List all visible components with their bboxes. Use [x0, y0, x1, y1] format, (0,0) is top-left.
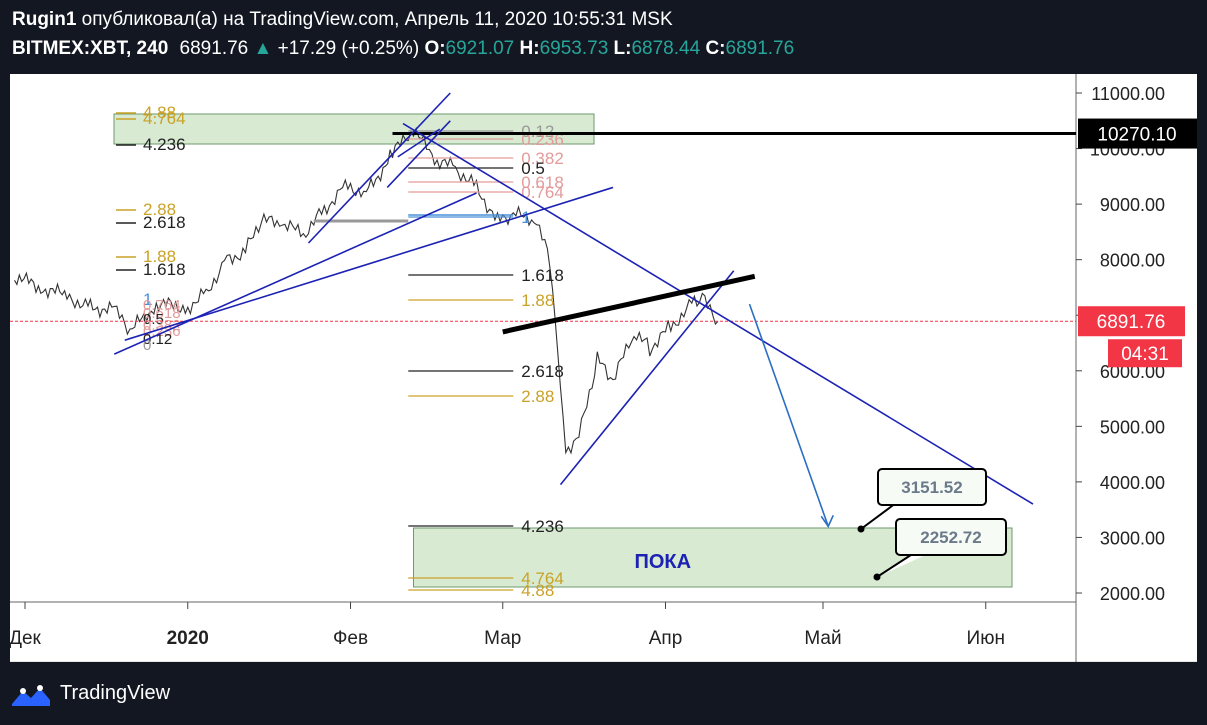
- fib-level-label: 4.236: [521, 517, 564, 536]
- price-callout-label: 3151.52: [901, 478, 962, 497]
- author-name[interactable]: Rugin1: [12, 9, 77, 30]
- x-tick-label: Апр: [649, 628, 683, 649]
- up-arrow-icon: ▲: [253, 38, 273, 59]
- fib-level-label: 0: [143, 337, 151, 354]
- price-change: +17.29 (+0.25%): [277, 38, 420, 59]
- fib-level-label: 1: [143, 290, 152, 309]
- price-series: [14, 126, 719, 455]
- fib-level-label: 1: [521, 208, 530, 227]
- close-label: C:: [705, 38, 726, 59]
- high-value: 6953.73: [539, 38, 609, 59]
- price-callout-box: [877, 468, 987, 506]
- fib-level-label: 0.5: [521, 159, 545, 178]
- fib-level-label: 1.618: [143, 260, 186, 279]
- resistance-trend-line: [502, 273, 756, 335]
- fib-level-label: 1.88: [143, 247, 176, 266]
- x-tick-label: 2020: [167, 628, 209, 649]
- trend-line: [386, 120, 451, 188]
- fib-level-label: 0.764: [143, 297, 181, 314]
- publish-info: опубликовал(а) на TradingView.com, Апрел…: [76, 9, 673, 30]
- symbol-line: BITMEX:XBT, 240 6891.76 ▲ +17.29 (+0.25%…: [12, 38, 794, 60]
- open-label: O:: [424, 38, 446, 59]
- y-tick-label: 3000.00: [1100, 528, 1165, 548]
- y-tick-label: 8000.00: [1100, 251, 1165, 271]
- low-label: L:: [613, 38, 632, 59]
- price-chart[interactable]: Дек 2020 Фев Мар Апр Май Июн11000.0010000.0090…: [9, 74, 1197, 663]
- fib-level-label: 4.236: [143, 135, 186, 154]
- line-price-label: 10270.10: [1097, 125, 1176, 146]
- y-tick-label: 2000.00: [1100, 584, 1165, 604]
- y-tick-label: 9000.00: [1100, 195, 1165, 215]
- tradingview-logo-icon[interactable]: [10, 682, 52, 714]
- fib-level-label: 4.88: [143, 103, 176, 122]
- fib-level-label: 2.88: [521, 387, 554, 406]
- y-tick-label: 11000.00: [1091, 84, 1165, 104]
- fib-level-label: 0.12: [143, 331, 172, 348]
- fib-level-label: 0.12: [521, 122, 554, 141]
- fib-level-label: 2.618: [521, 362, 564, 381]
- callout-anchor-dot: [873, 573, 881, 581]
- plot-area: [10, 74, 1076, 602]
- countdown-badge: [1108, 339, 1182, 368]
- line-price-badge: [1078, 118, 1197, 149]
- x-tick-label: Июн: [967, 628, 1005, 649]
- x-tick-label: Фев: [333, 628, 368, 649]
- trend-line: [402, 122, 1034, 505]
- trend-line: [124, 186, 614, 341]
- x-tick-label: Мар: [484, 628, 521, 649]
- forecast-arrow-head: [820, 515, 834, 528]
- fib-level-label: 4.88: [521, 581, 554, 600]
- y-tick-label: 4000.00: [1100, 473, 1165, 493]
- target-zone-label: ПОКА: [634, 551, 691, 573]
- fib-level-label: 0.618: [143, 305, 181, 322]
- fib-level-label: 0.618: [521, 173, 564, 192]
- open-value: 6921.07: [445, 38, 515, 59]
- y-tick-label: 5000.00: [1100, 417, 1165, 437]
- x-tick-label: Май: [804, 628, 841, 649]
- current-price-label: 6891.76: [1097, 312, 1166, 333]
- last-price: 6891.76: [179, 38, 249, 59]
- trend-line: [559, 270, 735, 486]
- chart-container[interactable]: Дек 2020 Фев Мар Апр Май Июн 11000.00 10000.00 90…: [9, 74, 1197, 663]
- countdown-label: 04:31: [1121, 344, 1169, 365]
- close-value: 6891.76: [725, 38, 795, 59]
- tradingview-brand[interactable]: TradingView: [60, 682, 171, 704]
- low-value: 6878.44: [631, 38, 701, 59]
- x-tick-label: Дек: [10, 628, 42, 649]
- fib-level-label: 0.5: [143, 311, 164, 328]
- symbol-name[interactable]: BITMEX:XBT, 240: [12, 38, 169, 59]
- trend-line: [397, 128, 441, 158]
- fib-level-label: 4.764: [143, 109, 186, 128]
- fib-level-label: 1.618: [521, 266, 564, 285]
- price-callout-box: [895, 518, 1007, 556]
- trend-line: [307, 92, 451, 244]
- callout-anchor-dot: [857, 525, 865, 533]
- current-price-badge: [1078, 306, 1185, 337]
- fib-level-label: 0.236: [143, 323, 181, 340]
- publish-line: Rugin1 опубликовал(а) на TradingView.com…: [12, 9, 673, 31]
- fib-level-label: 0.764: [521, 183, 564, 202]
- forecast-arrow: [748, 303, 830, 527]
- fib-level-label: 2.618: [143, 213, 186, 232]
- fib-level-label: 2.88: [143, 200, 176, 219]
- fib-level-label: 4.764: [521, 569, 564, 588]
- upper-fib-zone: [113, 113, 595, 145]
- price-callout-label: 2252.72: [920, 528, 981, 547]
- chart-header: Rugin1 опубликовал(а) на TradingView.com…: [0, 0, 1207, 70]
- trend-line: [113, 192, 477, 355]
- high-label: H:: [519, 38, 540, 59]
- fib-level-label: 0.382: [521, 149, 564, 168]
- fib-level-label: 1.88: [521, 291, 554, 310]
